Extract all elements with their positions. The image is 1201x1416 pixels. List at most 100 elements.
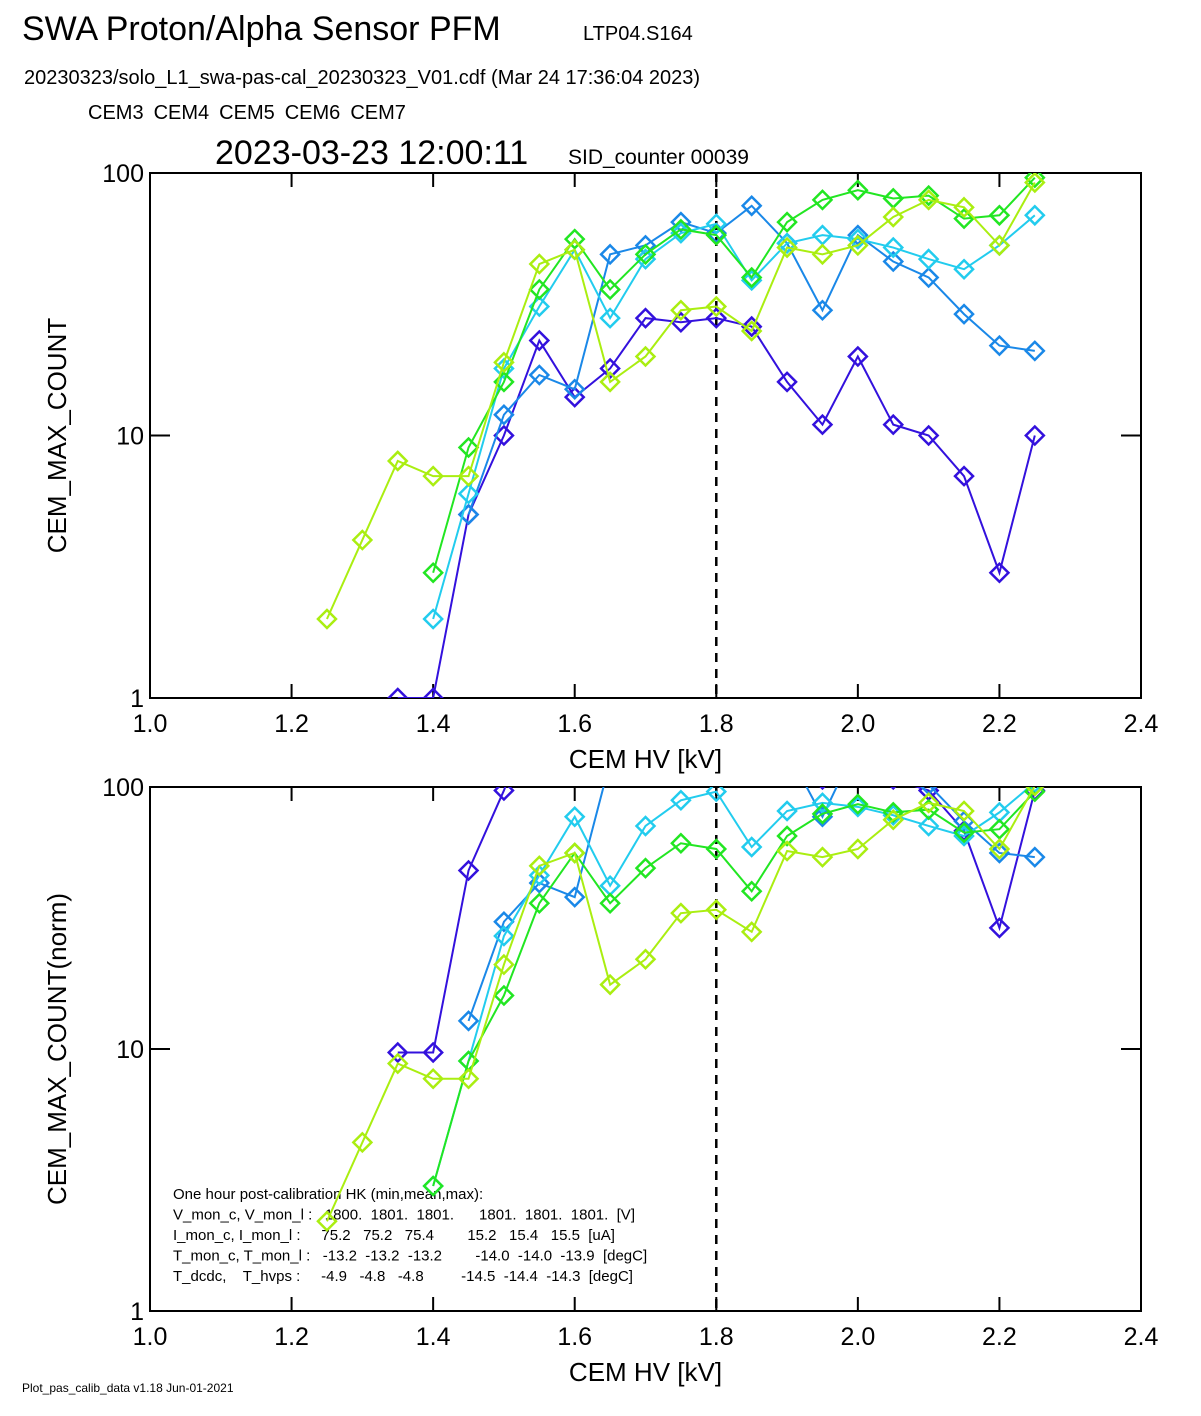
marker [457,436,480,459]
annotation-line: I_mon_c, I_mon_l : 75.2 75.2 75.4 15.2 1… [173,1227,615,1244]
marker [528,855,551,877]
x-tick-label: 1.6 [557,710,592,738]
marker [811,846,834,868]
marker [953,207,975,230]
series-line [432,790,1036,1187]
marker [1024,173,1046,189]
marker [988,842,1011,864]
y-axis-label: CEM_MAX_COUNT [42,318,72,554]
marker [776,840,798,862]
marker [634,243,657,266]
marker [811,299,834,322]
annotation-line: V_mon_c, V_mon_l : 1800. 1801. 1801. 180… [173,1207,635,1224]
marker [953,465,975,487]
footer: Plot_pas_calib_data v1.18 Jun-01-2021 [22,1381,234,1395]
marker [811,803,834,825]
x-tick-label: 1.2 [274,1323,309,1351]
marker [705,222,728,244]
marker [917,815,940,837]
marker [776,211,798,233]
x-tick-label: 1.4 [416,1323,451,1351]
marker [953,258,975,280]
marker [634,857,657,879]
marker [457,482,480,505]
marker [740,836,763,858]
marker [1024,424,1046,447]
marker [670,789,692,812]
plot-area [316,173,1046,698]
marker [563,228,586,250]
marker [422,465,444,487]
y-tick-label: 1 [130,1298,144,1326]
x-tick-label: 2.2 [982,1323,1017,1351]
marker [847,838,869,860]
marker [740,269,763,292]
marker [740,266,763,289]
marker [705,295,728,318]
marker [705,224,728,246]
marker [882,250,905,273]
legend-entry: CEM7 [350,102,406,124]
marker [705,787,728,803]
y-tick-label: 100 [102,160,144,188]
marker [386,450,409,472]
marker [953,196,975,219]
sid: SID_counter 00039 [568,146,749,169]
marker [563,842,586,864]
series-line [397,317,1036,698]
x-tick-label: 1.0 [133,1323,168,1351]
marker [493,984,515,1007]
marker [740,880,763,903]
legend-entry: CEM4 [154,102,210,124]
marker [493,351,515,374]
series-line [432,176,1036,574]
marker [778,728,796,746]
series-line [432,787,1032,1187]
marker [386,1052,409,1075]
x-tick-label: 1.8 [699,710,734,738]
marker [917,792,940,814]
marker [670,211,692,233]
x-tick-label: 2.4 [1124,710,1159,738]
marker [457,859,480,882]
x-axis-label: CEM HV [kV] [569,744,722,774]
marker [988,204,1011,227]
y-tick-label: 1 [130,685,144,713]
marker [422,1175,444,1197]
legend-entry: CEM5 [219,102,275,124]
y-tick-label: 100 [102,774,144,802]
marker [811,792,834,814]
marker [672,668,690,686]
marker [776,236,798,259]
marker [882,413,905,436]
x-axis-label: CEM HV [kV] [569,1357,722,1387]
marker [811,805,834,828]
marker [776,232,798,255]
x-tick-label: 1.4 [416,710,451,738]
marker [740,320,763,342]
annotation-line: T_dcdc, T_hvps : -4.9 -4.8 -4.8 -14.5 -1… [173,1268,633,1285]
annotation-line: One hour post-calibration HK (min,mean,m… [173,1186,483,1203]
marker [634,948,657,971]
marker [953,821,975,844]
marker [530,687,548,705]
marker [776,825,798,847]
marker [847,796,869,818]
marker [847,179,869,201]
marker [528,864,551,887]
marker [422,687,444,698]
marker [601,714,619,732]
x-tick-label: 1.8 [699,1323,734,1351]
marker [917,424,940,447]
marker [988,234,1011,257]
marker [563,378,586,401]
y-tick-label: 10 [116,1036,144,1064]
marker [917,184,940,207]
marker [386,1041,409,1064]
marker [493,787,515,802]
marker [493,403,515,426]
marker [528,253,551,275]
marker [917,266,940,289]
marker [563,238,586,261]
